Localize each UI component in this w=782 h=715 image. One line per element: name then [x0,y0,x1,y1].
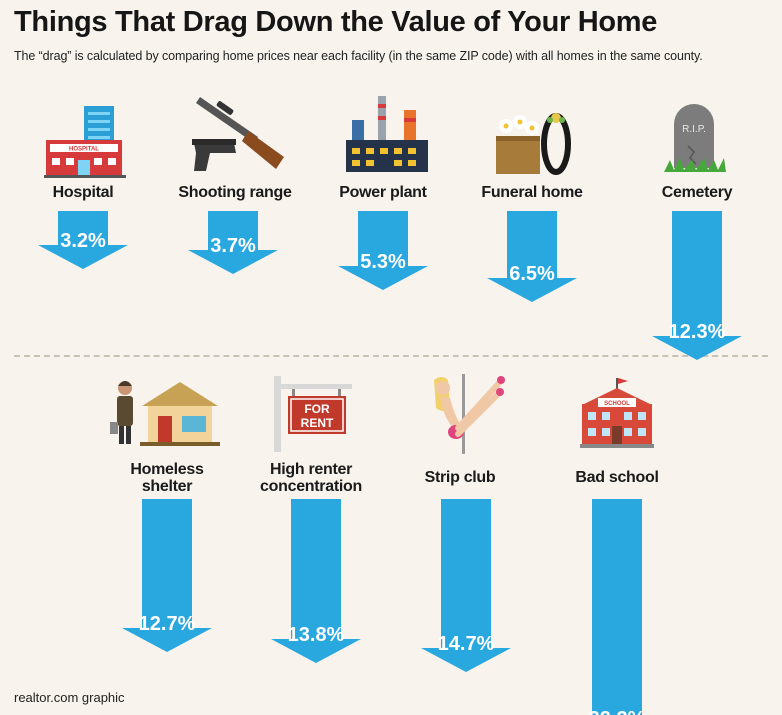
arrow-bar-7 [271,499,361,663]
label-cemetery: Cemetery [661,184,733,201]
source-credit: realtor.com graphic [14,690,125,705]
tombstone-icon: R.I.P. [664,104,726,172]
page-title: Things That Drag Down the Value of Your … [14,6,658,38]
hospital-sign-text: HOSPITAL [69,147,99,153]
label-strip-club: Strip club [424,469,496,486]
hospital-icon: HOSPITAL [44,106,126,178]
school-sign-text: SCHOOL [604,401,630,407]
label-power-plant: Power plant [339,184,427,201]
row-divider [14,355,768,357]
arrow-bar-2 [188,211,278,274]
for-rent-sign-icon: FOR RENT [274,376,352,452]
tombstone-text: R.I.P. [682,124,706,135]
label-shooting-range: Shooting range [178,184,292,201]
arrow-value-label-4: 6.5% [509,263,555,285]
rifle-and-pistol-icon [192,97,284,171]
arrow-bar-4 [487,211,577,302]
arrow-value-label-3: 5.3% [360,251,406,273]
arrow-bar-1 [38,211,128,269]
power-plant-icon [346,96,428,172]
label-bad-school: Bad school [575,469,659,486]
arrow-value-label-8: 14.7% [438,633,495,655]
arrow-bar-5 [652,211,742,360]
arrow-value-label-5: 12.3% [669,321,726,343]
pole-dancer-icon [434,374,505,454]
for-rent-text-line2: RENT [301,416,334,430]
label-funeral-home: Funeral home [481,184,583,201]
arrow-bar-9 [592,499,642,715]
label-high-renter-concentration: High renter concentration [260,461,362,495]
arrow-value-label-1: 3.2% [60,230,106,252]
school-building-icon: SCHOOL [580,378,654,448]
arrow-bar-3 [338,211,428,290]
funeral-flowers-icon [496,113,571,175]
label-homeless-shelter: Homeless shelter [130,461,204,495]
arrow-value-label-6: 12.7% [139,613,196,635]
page-subtitle: The “drag” is calculated by comparing ho… [14,49,703,63]
for-rent-text-line1: FOR [304,402,330,416]
arrow-value-label-7: 13.8% [288,624,345,646]
house-and-person-icon [110,381,220,446]
arrow-value-label-2: 3.7% [210,235,256,257]
label-hospital: Hospital [52,184,114,201]
arrow-bar-8 [421,499,511,672]
arrow-bar-6 [122,499,212,652]
arrow-value-label-9: 22.2% [589,708,646,715]
